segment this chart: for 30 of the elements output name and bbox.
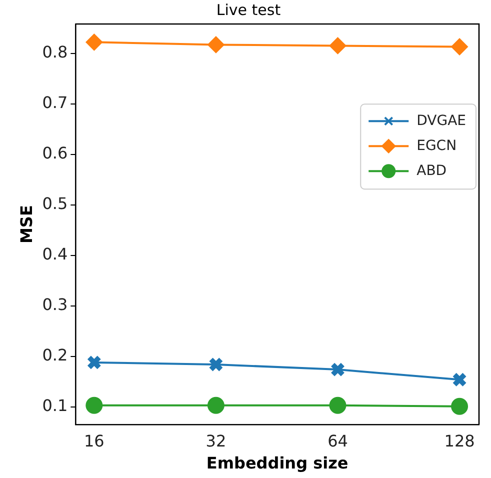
- point: [451, 398, 468, 415]
- point: [86, 355, 102, 370]
- y-tick-label: 0.4: [42, 244, 68, 264]
- point: [207, 36, 224, 54]
- y-tick-label: 0.7: [42, 92, 68, 112]
- point: [207, 396, 224, 414]
- y-tick-label: 0.8: [42, 42, 68, 62]
- legend-label: DVGAE: [416, 112, 466, 129]
- y-tick-label: 0.5: [42, 194, 68, 214]
- legend-label: EGCN: [416, 138, 457, 154]
- point: [86, 34, 103, 51]
- x-tick-label: 32: [206, 431, 226, 450]
- y-tick-label: 0.3: [42, 295, 68, 314]
- point: [451, 38, 468, 56]
- x-tick-label: 128: [444, 431, 475, 450]
- point: [329, 396, 346, 414]
- y-tick-label: 0.1: [42, 396, 68, 416]
- point: [329, 37, 346, 54]
- legend-label: ABD: [416, 162, 447, 179]
- x-tick-label: 64: [328, 431, 348, 450]
- point: [452, 372, 467, 388]
- chart-title: Live test: [216, 0, 281, 19]
- point: [330, 362, 346, 377]
- point: [208, 357, 224, 372]
- y-tick-label: 0.2: [42, 346, 68, 365]
- y-tick-label: 0.6: [42, 143, 68, 162]
- y-axis-title: MSE: [16, 205, 36, 244]
- x-axis-title: Embedding size: [206, 454, 348, 473]
- x-tick-label: 16: [84, 431, 104, 450]
- point: [86, 396, 103, 414]
